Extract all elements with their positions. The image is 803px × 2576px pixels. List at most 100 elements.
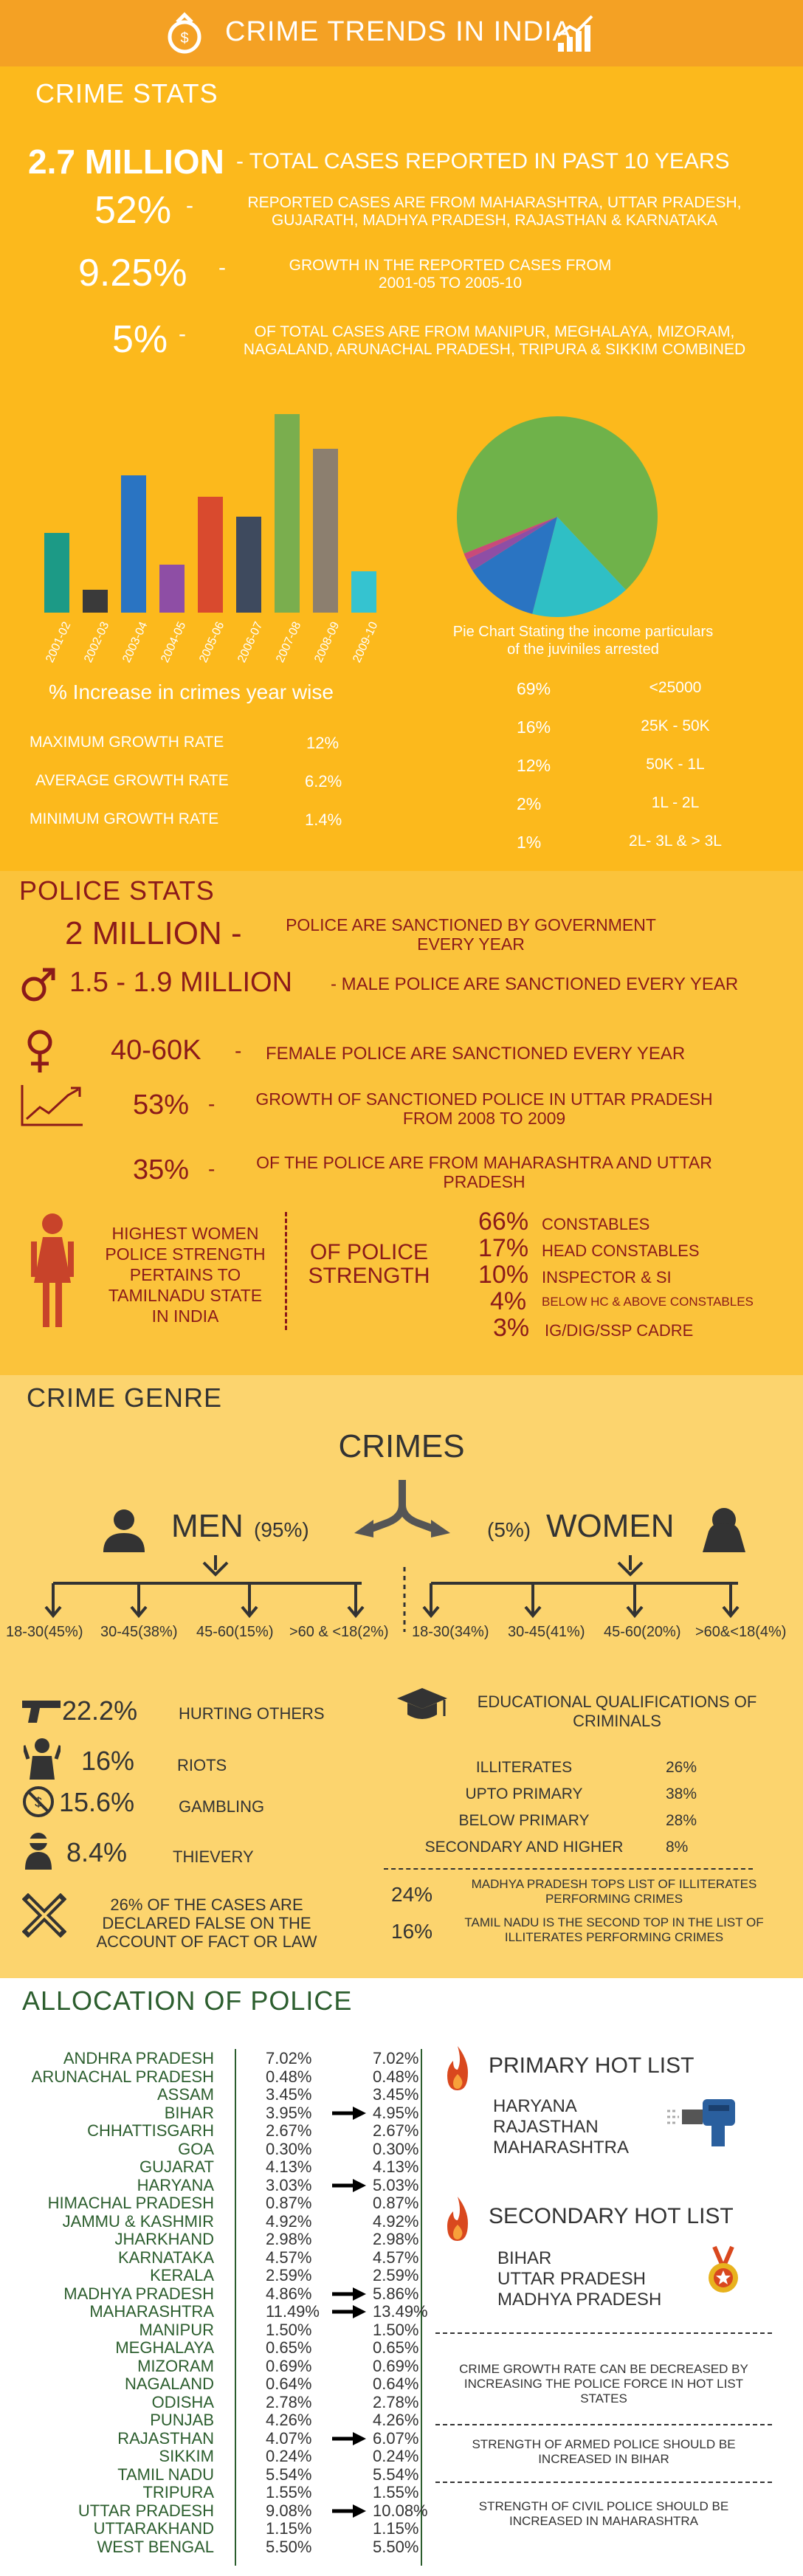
graduation-cap-icon [397, 1688, 447, 1719]
state-alloc-proposed: 0.64% [373, 2374, 419, 2393]
woman-icon [703, 1508, 745, 1552]
edu-pct: 28% [666, 1812, 697, 1829]
state-alloc-proposed: 1.55% [373, 2483, 419, 2501]
state-name: ARUNACHAL PRADESH [31, 2067, 214, 2086]
state-alloc-current: 3.03% [266, 2175, 312, 2194]
women-police-line: IN INDIA [151, 1306, 219, 1326]
bar-2005-06 [198, 497, 223, 613]
growth-label-min: MINIMUM GROWTH RATE [30, 810, 219, 827]
state-alloc-proposed: 13.49% [373, 2302, 428, 2321]
state-alloc-current: 2.98% [266, 2230, 312, 2248]
stat-value-52: 52% [94, 189, 172, 232]
state-name: BIHAR [164, 2103, 214, 2122]
bar-2008-09 [313, 449, 338, 613]
arrow-right-icon [332, 2106, 366, 2120]
state-name: WEST BENGAL [97, 2537, 214, 2556]
state-alloc-proposed: 5.86% [373, 2284, 419, 2303]
state-alloc-current: 0.87% [266, 2194, 312, 2212]
crimes-heading: CRIMES [338, 1428, 465, 1464]
men-age-1: 18-30(45%) [6, 1624, 83, 1640]
state-alloc-proposed: 2.59% [373, 2266, 419, 2284]
women-age-3: 45-60(20%) [604, 1624, 681, 1640]
crime-stats-title: CRIME STATS [35, 78, 218, 109]
state-alloc-current: 4.13% [266, 2157, 312, 2176]
women-label: WOMEN [546, 1508, 675, 1544]
strength-pct: 17% [478, 1234, 529, 1262]
crime-type-pct-1: 22.2% [62, 1695, 138, 1726]
strength-label: IG/DIG/SSP CADRE [545, 1321, 694, 1340]
crime-type-label-4: THIEVERY [173, 1847, 254, 1866]
strength-label: INSPECTOR & SI [542, 1268, 672, 1287]
arrow-right-icon [332, 2305, 366, 2318]
bar-2007-08 [275, 414, 300, 613]
pie-chart [457, 416, 658, 617]
state-alloc-current: 4.92% [266, 2211, 312, 2231]
hot-list-divider-1 [435, 2332, 772, 2334]
men-age-3: 45-60(15%) [196, 1624, 274, 1640]
money-bag-icon: $ [168, 12, 201, 54]
state-name: MIZORAM [137, 2356, 214, 2375]
growth-label-max: MAXIMUM GROWTH RATE [30, 734, 224, 751]
pie-legend-pct: 12% [517, 756, 551, 775]
state-alloc-current: 5.54% [266, 2465, 312, 2484]
state-alloc-current: 0.24% [266, 2447, 312, 2465]
stat-value-5: 5% [112, 318, 168, 361]
state-alloc-proposed: 2.78% [373, 2392, 419, 2411]
primary-hot-1: HARYANA [493, 2096, 577, 2116]
state-alloc-proposed: 4.92% [373, 2211, 419, 2231]
male-symbol-icon [21, 968, 55, 1002]
state-alloc-current: 4.07% [266, 2428, 312, 2448]
men-pct: (95%) [254, 1518, 309, 1541]
state-name: MAHARASHTRA [89, 2302, 214, 2321]
edu-title-l2: CRIMINALS [573, 1712, 661, 1730]
edu-label: UPTO PRIMARY [465, 1785, 583, 1802]
men-age-4: >60 & <18(2%) [289, 1624, 389, 1640]
crime-type-pct-4: 8.4% [66, 1837, 128, 1867]
stat-text-total: - TOTAL CASES REPORTED IN PAST 10 YEARS [236, 149, 730, 173]
pie-legend-pct: 1% [517, 833, 542, 852]
secondary-hot-2: UTTAR PRADESH [497, 2269, 646, 2289]
state-alloc-current: 5.50% [266, 2537, 312, 2556]
state-name: MEGHALAYA [115, 2338, 214, 2357]
arrow-right-icon [332, 2431, 366, 2445]
women-police-line: TAMILNADU STATE [108, 1286, 263, 1305]
state-alloc-proposed: 4.26% [373, 2411, 419, 2429]
pie-legend-label: <25000 [649, 679, 702, 696]
page-title: CRIME TRENDS IN INDIA [225, 16, 573, 47]
edu-pct: 26% [666, 1759, 697, 1776]
pie-legend-label: 25K - 50K [641, 717, 710, 734]
women-police-line: POLICE STRENGTH [105, 1244, 266, 1264]
state-alloc-proposed: 5.54% [373, 2465, 419, 2484]
primary-hot-title: PRIMARY HOT LIST [489, 2053, 695, 2078]
state-name: JHARKHAND [114, 2230, 214, 2248]
state-name: ANDHRA PRADESH [63, 2049, 214, 2067]
bar-2004-05 [159, 565, 185, 613]
divider [285, 1212, 287, 1330]
strength-label: BELOW HC & ABOVE CONSTABLES [542, 1295, 754, 1309]
state-name: UTTAR PRADESH [77, 2501, 214, 2520]
men-label: MEN [171, 1508, 244, 1544]
women-police-line: HIGHEST WOMEN [111, 1224, 259, 1243]
hot-list-divider-2 [435, 2424, 772, 2425]
strength-pct: 10% [478, 1261, 529, 1289]
state-alloc-current: 2.78% [266, 2392, 312, 2411]
crime-type-label-3: GAMBLING [179, 1797, 265, 1816]
pie-legend-pct: 69% [517, 679, 551, 698]
state-alloc-proposed: 7.02% [373, 2049, 419, 2067]
state-name: ODISHA [151, 2392, 214, 2411]
strength-pct: 4% [490, 1287, 527, 1315]
crime-type-pct-3: 15.6% [59, 1787, 135, 1817]
x-tick-label: 2006-07 [235, 620, 266, 665]
edu-title-l1: EDUCATIONAL QUALIFICATIONS OF [477, 1692, 757, 1711]
state-alloc-current: 3.45% [266, 2085, 312, 2104]
svg-text:$: $ [180, 30, 188, 47]
state-name: UTTARAKHAND [93, 2519, 214, 2538]
crime-genre-title: CRIME GENRE [27, 1382, 223, 1413]
pie-slice-1 [532, 517, 627, 617]
state-alloc-current: 0.64% [266, 2374, 312, 2393]
pie-slice-2 [472, 517, 557, 614]
police-value-female: 40-60K [111, 1035, 201, 1066]
pie-legend-label: 50K - 1L [646, 756, 705, 773]
state-alloc-proposed: 3.45% [373, 2085, 419, 2104]
women-age-4: >60&<18(4%) [695, 1624, 787, 1640]
